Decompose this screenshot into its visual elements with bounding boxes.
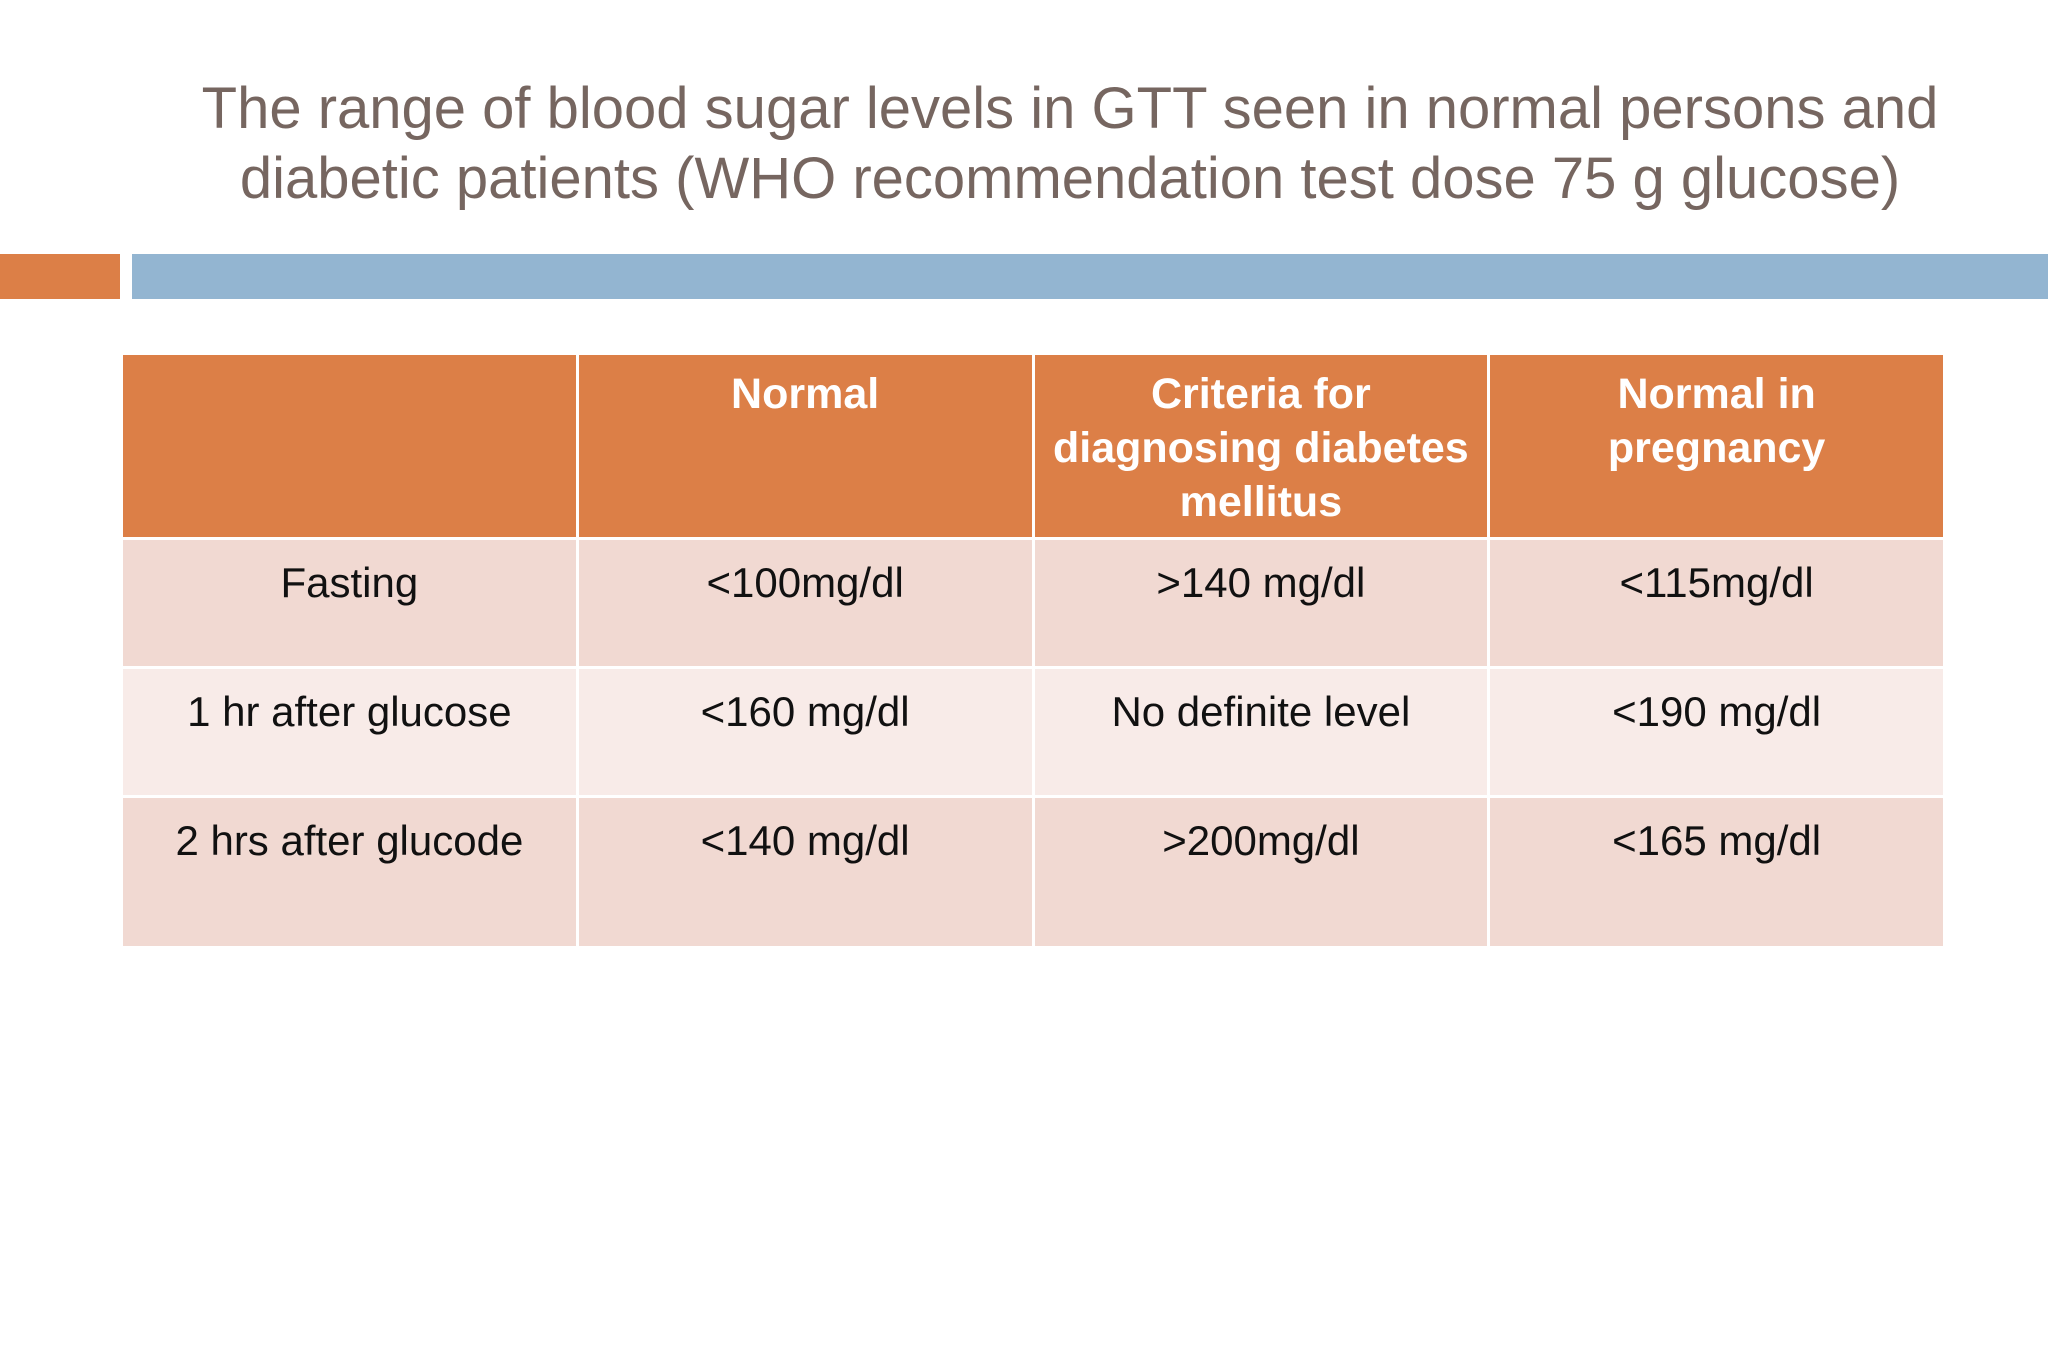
gtt-range-table: Normal Criteria for diagnosing diabetes …: [120, 352, 1946, 949]
slide-title: The range of blood sugar levels in GTT s…: [120, 74, 2020, 214]
header-cell-normal-pregnancy: Normal in pregnancy: [1487, 352, 1946, 540]
table-cell: >140 mg/dl: [1031, 537, 1491, 669]
table-header-row: Normal Criteria for diagnosing diabetes …: [120, 352, 1946, 540]
accent-bar-orange: [0, 254, 120, 299]
accent-bar-blue: [132, 254, 2048, 299]
table-cell: No definite level: [1031, 666, 1491, 798]
header-cell-diabetes-criteria: Criteria for diagnosing diabetes mellitu…: [1031, 352, 1491, 540]
table-cell: <115mg/dl: [1487, 537, 1946, 669]
slide-title-line-2: diabetic patients (WHO recommendation te…: [239, 146, 1901, 211]
table-row: 1 hr after glucose <160 mg/dl No definit…: [120, 666, 1946, 798]
table-cell: <190 mg/dl: [1487, 666, 1946, 798]
table-cell: <140 mg/dl: [575, 795, 1035, 949]
slide-title-line-1: The range of blood sugar levels in GTT s…: [201, 76, 1939, 141]
header-cell-normal: Normal: [575, 352, 1035, 540]
table-row: Fasting <100mg/dl >140 mg/dl <115mg/dl: [120, 537, 1946, 669]
row-label-fasting: Fasting: [120, 537, 579, 669]
row-label-1hr: 1 hr after glucose: [120, 666, 579, 798]
table-cell: <160 mg/dl: [575, 666, 1035, 798]
table-cell: <165 mg/dl: [1487, 795, 1946, 949]
table-cell: <100mg/dl: [575, 537, 1035, 669]
table-cell: >200mg/dl: [1031, 795, 1491, 949]
header-cell-empty: [120, 352, 579, 540]
table-row: 2 hrs after glucode <140 mg/dl >200mg/dl…: [120, 795, 1946, 949]
row-label-2hrs: 2 hrs after glucode: [120, 795, 579, 949]
